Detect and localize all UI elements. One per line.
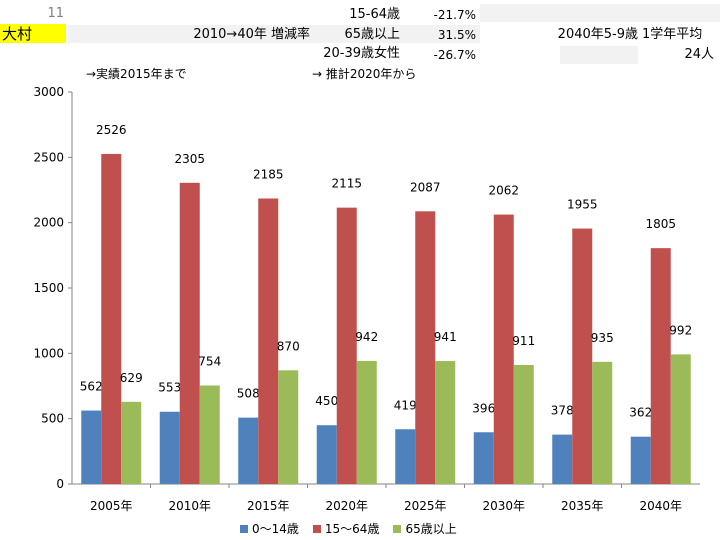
data-label: 2305: [174, 152, 205, 166]
note-actual: →実績2015年まで: [86, 67, 187, 81]
data-label: 450: [315, 394, 338, 408]
x-tick-label: 2040年: [639, 499, 682, 513]
row-value-65: 31.5%: [437, 28, 476, 42]
data-label: 911: [512, 334, 535, 348]
row-value-women: -26.7%: [433, 48, 476, 62]
legend-swatch-65: [393, 524, 402, 533]
bar: [316, 425, 337, 484]
bar: [513, 364, 534, 484]
row-number: 11: [47, 6, 64, 21]
school-label-2: 1学年平均: [642, 27, 703, 42]
chart-legend: 0～14歳 15～64歳 65歳以上: [240, 520, 457, 537]
bar: [572, 228, 593, 484]
school-shade-1: [480, 4, 640, 22]
data-label: 2062: [488, 184, 519, 198]
data-label: 870: [277, 339, 300, 353]
y-tick-label: 2000: [33, 216, 64, 230]
bar: [238, 417, 259, 484]
y-tick-label: 3000: [33, 85, 64, 99]
school-label: 2040年5-9歳: [557, 27, 638, 42]
x-tick-label: 2020年: [325, 499, 368, 513]
bar: [121, 401, 142, 484]
row-shade: [68, 25, 480, 43]
row-value-15-64: -21.7%: [433, 8, 476, 22]
data-label: 508: [237, 387, 260, 401]
area-highlight: [0, 24, 66, 43]
data-label: 2087: [410, 180, 441, 194]
data-label: 629: [120, 371, 143, 385]
bar: [81, 410, 102, 484]
data-label: 362: [629, 406, 652, 420]
y-tick-label: 1000: [33, 346, 64, 360]
legend-item-0-14: 0～14歳: [240, 520, 299, 537]
data-label: 935: [591, 331, 614, 345]
legend-swatch-15-64: [312, 524, 321, 533]
data-label: 2526: [96, 123, 127, 137]
bar: [552, 434, 573, 484]
legend-item-15-64: 15～64歳: [312, 520, 380, 537]
bar: [336, 207, 357, 484]
data-label: 1955: [567, 198, 598, 212]
legend-swatch-0-14: [240, 524, 248, 533]
y-tick-label: 2500: [33, 150, 64, 164]
bar: [101, 153, 122, 484]
bar: [199, 385, 220, 484]
school-shade-2: [640, 4, 720, 22]
data-label: 378: [551, 404, 574, 418]
bar: [356, 360, 377, 484]
data-label: 396: [472, 401, 495, 415]
legend-label-65: 65歳以上: [405, 522, 457, 536]
x-tick-label: 2030年: [482, 499, 525, 513]
period-label: 2010→40年 増減率: [193, 27, 310, 42]
bar: [670, 354, 691, 484]
y-tick-label: 0: [56, 477, 64, 491]
bar: [435, 361, 456, 484]
legend-item-65: 65歳以上: [393, 520, 457, 537]
school-value: 24人: [684, 47, 714, 62]
x-tick-label: 2015年: [247, 499, 290, 513]
bar: [473, 432, 494, 484]
area-name: 大村: [2, 25, 33, 43]
data-label: 992: [669, 323, 692, 337]
data-label: 2115: [331, 177, 362, 191]
data-label: 553: [158, 381, 181, 395]
data-label: 754: [198, 354, 221, 368]
y-tick-label: 500: [41, 412, 64, 426]
row-label-15-64: 15-64歳: [349, 7, 400, 22]
data-label: 1805: [645, 217, 676, 231]
bar: [179, 182, 200, 484]
row-label-women: 20-39歳女性: [323, 46, 400, 61]
bar: [415, 211, 436, 485]
bar: [159, 411, 180, 484]
x-tick-label: 2035年: [561, 499, 604, 513]
x-tick-label: 2010年: [168, 499, 211, 513]
bar: [395, 429, 416, 484]
bar: [493, 214, 514, 484]
data-label: 2185: [253, 167, 284, 181]
school-shade-3: [560, 46, 638, 64]
bar: [278, 370, 299, 484]
x-tick-label: 2005年: [90, 499, 133, 513]
bar: [630, 436, 651, 484]
legend-label-0-14: 0～14歳: [252, 522, 299, 536]
bar: [258, 198, 279, 484]
y-tick-label: 1500: [33, 281, 64, 295]
data-label: 419: [394, 398, 417, 412]
x-tick-label: 2025年: [404, 499, 447, 513]
note-estimate: → 推計2020年から: [312, 67, 417, 81]
data-label: 942: [355, 330, 378, 344]
row-label-65: 65歳以上: [344, 27, 400, 42]
legend-label-15-64: 15～64歳: [324, 522, 380, 536]
bar: [592, 361, 613, 484]
data-label: 562: [80, 380, 103, 394]
bar: [650, 248, 671, 484]
data-label: 941: [434, 330, 457, 344]
